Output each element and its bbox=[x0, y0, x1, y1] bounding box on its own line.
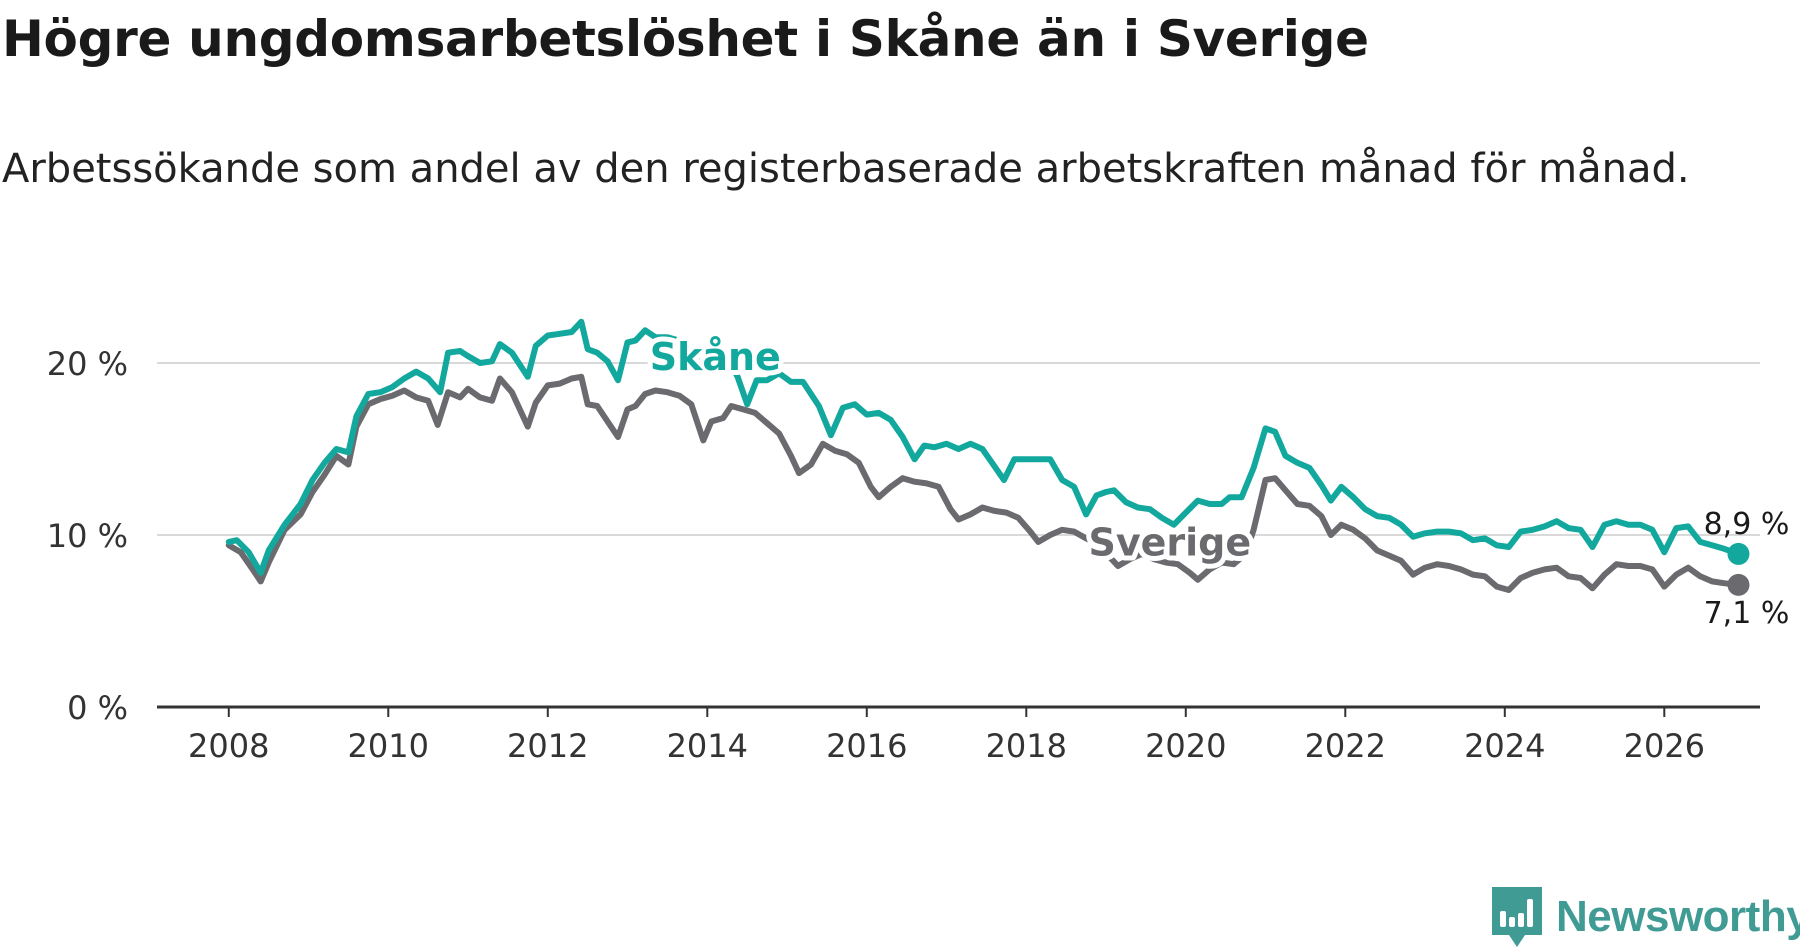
y-tick-label: 20 % bbox=[47, 345, 128, 383]
y-tick-label: 0 % bbox=[67, 689, 128, 727]
series-label-sverige: Sverige bbox=[1089, 521, 1252, 565]
end-label-skane: 8,9 % bbox=[1704, 507, 1790, 542]
x-tick-label: 2008 bbox=[188, 727, 269, 765]
series-line-sverige bbox=[225, 373, 1742, 593]
newsworthy-logo[interactable]: Newsworthy bbox=[1492, 887, 1800, 947]
x-tick-label: 2026 bbox=[1624, 727, 1705, 765]
series-label-skåne: Skåne bbox=[650, 335, 781, 379]
x-tick-label: 2024 bbox=[1464, 727, 1545, 765]
x-tick-label: 2016 bbox=[826, 727, 907, 765]
end-point-skåne bbox=[1727, 542, 1750, 565]
x-tick-label: 2010 bbox=[348, 727, 429, 765]
x-tick-label: 2022 bbox=[1305, 727, 1386, 765]
chart-subtitle: Arbetssökande som andel av den registerb… bbox=[2, 146, 1690, 192]
end-point-sverige bbox=[1727, 573, 1750, 596]
chart-title: Högre ungdomsarbetslöshet i Skåne än i S… bbox=[2, 10, 1369, 68]
x-tick-label: 2020 bbox=[1145, 727, 1226, 765]
y-tick-label: 10 % bbox=[47, 517, 128, 555]
series-line-skåne bbox=[225, 318, 1742, 576]
newsworthy-logo-icon bbox=[1492, 887, 1542, 947]
x-tick-label: 2018 bbox=[986, 727, 1067, 765]
x-tick-label: 2014 bbox=[667, 727, 748, 765]
end-label-sverige: 7,1 % bbox=[1704, 596, 1790, 631]
brand-name: Newsworthy bbox=[1556, 892, 1800, 941]
x-tick-label: 2012 bbox=[507, 727, 588, 765]
